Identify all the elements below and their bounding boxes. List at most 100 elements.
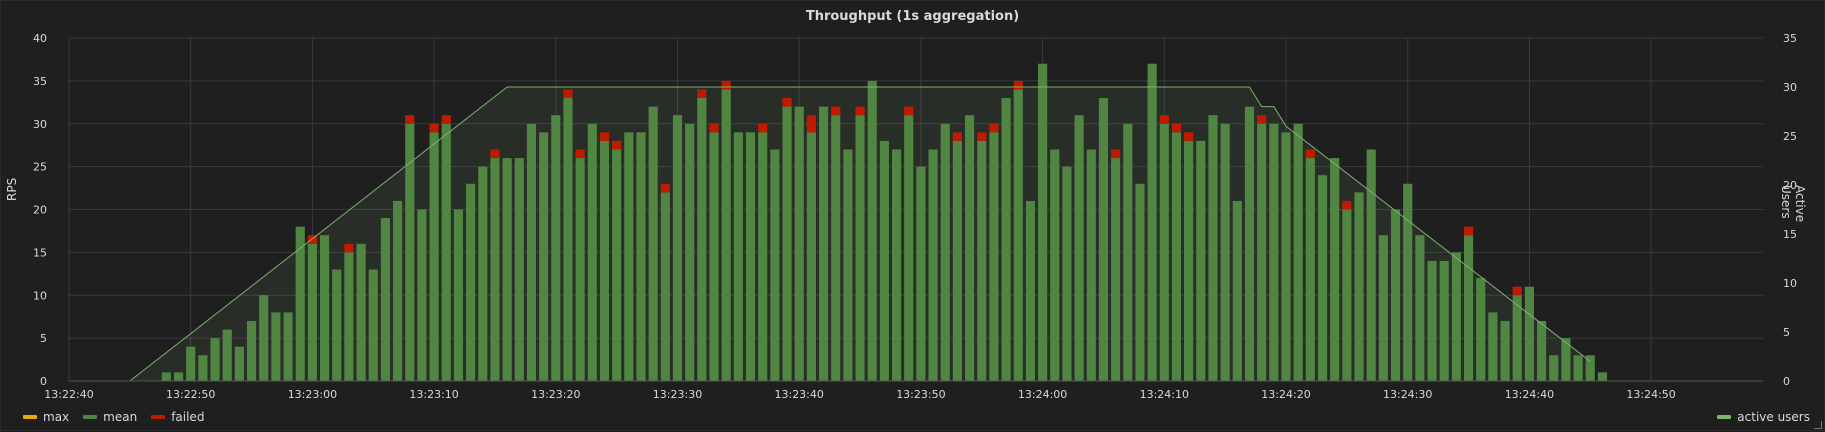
x-tick-label: 13:24:20 [1261,388,1310,401]
legend-item-failed[interactable]: failed [151,410,204,424]
legend-label-max: max [43,410,70,424]
legend-item-max[interactable]: max [23,410,69,424]
x-tick-label: 13:22:40 [44,388,93,401]
bar-mean [307,243,317,381]
bar-mean [417,209,427,381]
bar-mean [186,346,196,381]
bar-failed [1512,286,1522,296]
bar-mean [332,269,342,381]
bar-failed [429,123,439,133]
bar-mean [1354,192,1364,381]
bar-mean [709,132,719,381]
bar-mean [1147,63,1157,381]
bar-mean [806,132,816,381]
bar-mean [1038,63,1048,381]
bar-mean [1476,278,1486,381]
bar-mean [405,123,415,381]
bar-mean [1451,252,1461,381]
bar-mean [198,355,208,381]
legend-item-mean[interactable]: mean [83,410,137,424]
x-tick-label: 13:24:10 [1140,388,1189,401]
bar-mean [1293,123,1303,381]
bar-mean [441,123,451,381]
bar-mean [490,158,500,381]
legend-label-mean: mean [103,410,138,424]
bar-failed [1013,80,1023,90]
bar-mean [1013,89,1023,381]
bar-mean [1196,140,1206,381]
bar-mean [234,346,244,381]
y-tick-label-left: 5 [40,332,47,345]
bar-mean [952,140,962,381]
bar-mean [173,372,184,381]
y-tick-label-right: 5 [1783,326,1790,339]
bar-mean [1123,123,1133,381]
bar-mean [1549,355,1559,381]
y-tick-label-right: 10 [1783,277,1797,290]
bar-mean [246,320,257,381]
bar-mean [271,312,281,381]
bar-failed [612,140,622,150]
bar-mean [478,166,488,381]
bar-mean [1159,123,1169,381]
bar-mean [1330,158,1340,381]
bar-failed [697,89,707,99]
bar-mean [1463,235,1474,381]
bar-mean [782,106,792,381]
x-tick-label: 13:23:00 [288,388,337,401]
bar-mean [697,98,707,382]
bar-mean [1208,115,1218,382]
bar-mean [1524,286,1534,381]
legend-label-active-users: active users [1737,410,1810,424]
bar-mean [794,106,804,381]
bar-mean [587,123,597,381]
bar-mean [1585,355,1595,381]
bar-mean [514,158,524,381]
legend-swatch-active-users [1717,415,1732,419]
bar-mean [1111,158,1121,381]
bar-mean [1257,123,1267,381]
bar-mean [1220,123,1230,381]
bar-mean [672,115,683,382]
bar-mean [259,295,269,381]
bar-failed [1171,123,1182,133]
bar-mean [1390,209,1401,381]
bar-mean [891,149,902,381]
y-tick-label-left: 30 [33,118,47,131]
legend: max mean failed [23,410,204,424]
bar-mean [770,149,780,381]
resize-handle-icon[interactable] [1814,421,1822,429]
y-tick-label-left: 10 [33,289,47,302]
bar-mean [1488,312,1498,381]
bar-mean [1232,200,1242,381]
bar-mean [1001,98,1011,382]
bar-failed [989,123,999,133]
bar-failed [1184,132,1194,141]
bar-failed [1257,115,1267,124]
bar-mean [977,140,987,381]
legend-item-active-users[interactable]: active users [1717,410,1810,424]
x-tick-label: 13:23:10 [409,388,458,401]
bar-mean [1281,132,1291,381]
x-tick-label: 13:24:50 [1626,388,1675,401]
x-tick-label: 13:23:50 [896,388,945,401]
bar-mean [1427,260,1437,381]
bar-mean [733,132,743,381]
y-tick-label-left: 40 [33,32,47,45]
bar-failed [599,132,610,141]
bar-mean [1403,183,1413,381]
y-tick-label-left: 20 [33,204,47,217]
legend-label-failed: failed [171,410,205,424]
bar-mean [1342,209,1352,381]
y-tick-label-left: 35 [33,75,47,88]
bar-failed [758,123,768,133]
bar-mean [1561,338,1571,381]
bar-failed [344,243,354,253]
bar-mean [636,132,646,381]
y-tick-label-left: 0 [40,375,47,388]
bar-mean [1184,140,1194,381]
bar-mean [575,158,585,381]
bar-mean [964,115,975,382]
bar-mean [429,132,439,381]
